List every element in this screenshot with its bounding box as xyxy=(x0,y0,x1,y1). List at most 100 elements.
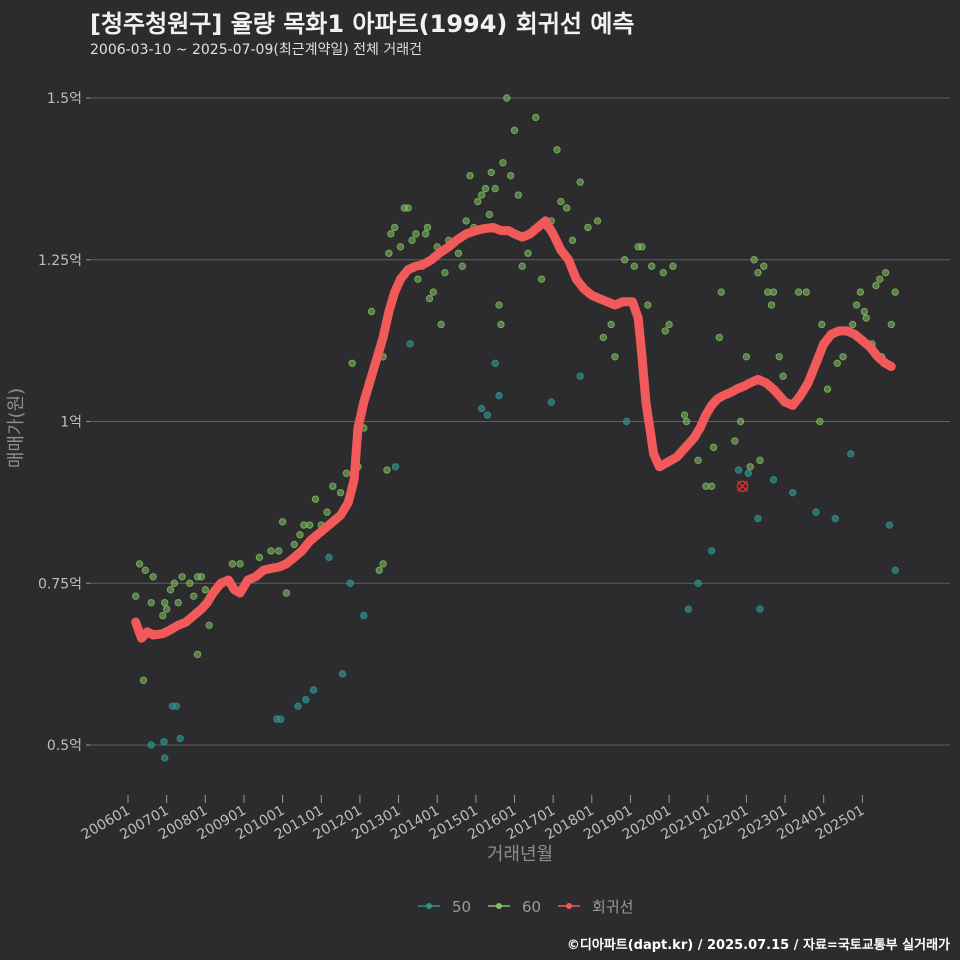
data-point-60 xyxy=(767,301,776,309)
data-point-60 xyxy=(342,469,351,477)
data-point-60 xyxy=(147,598,155,607)
data-point-50 xyxy=(406,340,414,348)
data-point-60 xyxy=(454,249,463,257)
data-point-60 xyxy=(487,168,496,177)
data-point-60 xyxy=(190,592,198,600)
data-point-60 xyxy=(141,566,150,575)
data-point-60 xyxy=(532,113,540,122)
data-point-60 xyxy=(458,262,467,270)
data-point-60 xyxy=(731,437,739,445)
data-point-60 xyxy=(661,327,669,335)
data-point-50 xyxy=(338,670,347,678)
data-point-50 xyxy=(756,605,764,613)
data-point-50 xyxy=(147,741,155,749)
data-point-60 xyxy=(506,171,515,180)
data-point-60 xyxy=(669,262,677,270)
data-point-60 xyxy=(593,217,602,225)
data-point-60 xyxy=(193,650,202,659)
data-point-60 xyxy=(170,579,179,587)
data-point-50 xyxy=(160,738,168,746)
y-tick-label: 1.25억 xyxy=(38,253,82,269)
data-point-60 xyxy=(659,268,668,277)
data-point-60 xyxy=(267,547,275,555)
data-point-60 xyxy=(537,275,546,283)
data-point-50 xyxy=(891,566,899,575)
data-point-60 xyxy=(510,126,519,135)
data-point-60 xyxy=(562,204,571,212)
data-point-60 xyxy=(499,159,507,167)
y-axis-ticks: 0.5억 0.75억 1억 1.25억 1.5억 xyxy=(38,91,90,754)
data-point-60 xyxy=(862,314,870,322)
data-point-60 xyxy=(503,94,511,102)
data-point-60 xyxy=(336,488,345,497)
data-point-50 xyxy=(622,417,631,426)
data-point-60 xyxy=(296,531,304,539)
data-point-60 xyxy=(497,320,505,329)
legend-label: 50 xyxy=(452,898,471,916)
data-point-50 xyxy=(360,611,368,620)
data-point-60 xyxy=(607,320,615,329)
data-point-60 xyxy=(404,204,412,212)
data-point-60 xyxy=(553,146,561,154)
data-point-60 xyxy=(437,320,445,329)
data-point-60 xyxy=(466,171,474,180)
data-point-60 xyxy=(390,223,399,232)
data-point-50 xyxy=(477,404,486,413)
data-point-60 xyxy=(872,281,880,290)
data-point-60 xyxy=(429,288,438,296)
x-axis-label: 거래년월 xyxy=(487,844,553,865)
outlier-cross xyxy=(737,480,749,492)
data-point-60 xyxy=(823,385,832,393)
data-point-60 xyxy=(282,589,291,597)
data-point-60 xyxy=(139,676,148,684)
data-point-60 xyxy=(887,320,896,329)
data-point-50 xyxy=(346,579,354,587)
data-point-60 xyxy=(802,288,811,296)
data-point-60 xyxy=(412,230,420,238)
data-point-60 xyxy=(149,573,157,581)
data-point-60 xyxy=(162,605,171,613)
data-point-60 xyxy=(161,598,169,607)
data-point-50 xyxy=(684,605,693,613)
data-point-60 xyxy=(769,288,778,296)
data-point-60 xyxy=(680,411,689,419)
data-point-60 xyxy=(375,566,383,575)
data-point-60 xyxy=(174,598,182,607)
data-point-60 xyxy=(576,178,584,186)
data-point-60 xyxy=(715,333,724,342)
data-point-50 xyxy=(831,514,839,523)
data-point-50 xyxy=(847,450,855,458)
data-point-50 xyxy=(172,702,181,710)
data-point-60 xyxy=(638,243,646,251)
legend-marker-50 xyxy=(426,903,432,909)
series-60-points xyxy=(132,94,899,684)
data-point-60 xyxy=(876,275,884,283)
data-point-60 xyxy=(694,456,702,465)
data-point-50 xyxy=(576,372,584,380)
data-point-60 xyxy=(742,353,751,361)
data-point-50 xyxy=(491,359,499,367)
data-point-50 xyxy=(707,547,716,555)
data-point-60 xyxy=(425,294,434,303)
data-point-60 xyxy=(201,586,210,594)
data-point-60 xyxy=(255,553,264,562)
data-point-50 xyxy=(754,514,762,523)
data-point-60 xyxy=(518,262,526,270)
data-point-60 xyxy=(290,540,298,549)
y-tick-label: 0.5억 xyxy=(47,738,82,754)
data-point-60 xyxy=(367,307,376,316)
data-point-50 xyxy=(176,734,184,743)
data-point-60 xyxy=(818,320,826,329)
y-axis-label: 매매가(원) xyxy=(6,388,27,468)
data-point-60 xyxy=(305,521,314,529)
data-point-60 xyxy=(599,333,608,342)
data-point-60 xyxy=(754,268,762,277)
data-point-60 xyxy=(132,592,140,600)
data-point-60 xyxy=(860,307,868,316)
data-point-60 xyxy=(756,456,764,465)
data-point-60 xyxy=(481,184,490,193)
data-point-60 xyxy=(491,184,499,193)
data-point-50 xyxy=(483,411,492,419)
data-point-60 xyxy=(717,288,725,296)
chart-title: [청주청원구] 율량 목화1 아파트(1994) 회귀선 예측 xyxy=(90,10,635,38)
